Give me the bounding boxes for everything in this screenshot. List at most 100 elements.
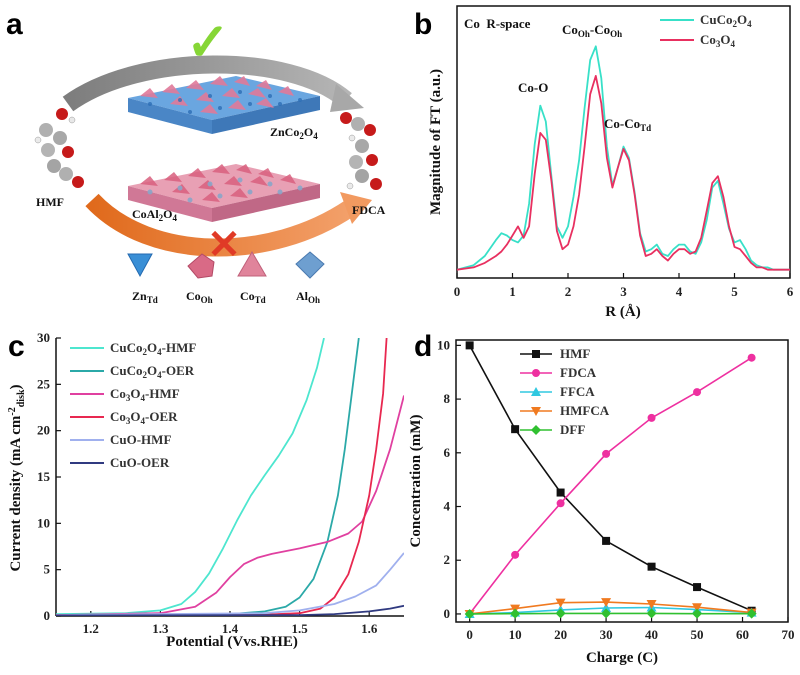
y-tick-label-d: 2 [444,552,451,567]
y-tick-label-d: 10 [437,337,450,352]
x-tick-label-c: 1.4 [222,621,239,636]
point-fdca [747,353,756,362]
plot-frame-b [456,5,791,279]
legend-c-co3o4-hmf: Co3O4-HMF [110,386,180,403]
point-hmfca [601,598,612,608]
point-hmf [693,583,702,592]
legend-d-marker-hmf [532,350,540,358]
panel-label-c: c [8,330,25,363]
crystal-bottom [128,164,320,222]
point-hmf [647,562,656,571]
chart-b-title: Co R-space [464,16,531,31]
point-hmf [602,536,611,545]
series-cuco2o4-hmf [56,338,325,615]
zn-td-icon [127,253,153,278]
legend-d-fdca: FDCA [560,365,597,380]
legend-b-co3o4: Co3O4 [700,32,736,49]
annotation-cooh-cooh: CoOh-CoOh [562,22,622,39]
panel-c: c 1.2 1.3 1.4 1.5 1.6 0 5 10 15 20 25 30 Potential … [7,330,404,650]
top-arrow-head [330,84,364,112]
annotation-co-cotd: Co-CoTd [604,116,651,133]
y-tick-label-d: 4 [444,499,451,514]
top-crystal-label: ZnCo2O4 [270,125,318,141]
top-arrow [62,55,352,112]
y-tick-label-c: 25 [37,376,51,391]
x-tick-label-b: 6 [787,284,794,299]
legend-d-marker-ffca [531,387,541,396]
product-label: FDCA [352,203,386,217]
polyhedra-legend: ZnTd CoOh CoTd AlOh [127,251,325,305]
legend-zn-td: ZnTd [132,289,158,305]
x-tick-label-c: 1.2 [83,621,99,636]
series-cuco2o4 [457,45,790,271]
legend-c-cuo-oer: CuO-OER [110,455,170,470]
series-cuo-hmf [56,552,404,616]
point-fdca [556,499,565,508]
y-axis-label-b: Magnitude of FT (a.u.) [428,69,444,215]
panel-label-a: a [6,8,23,41]
x-tick-label-c: 1.3 [152,621,169,636]
series-cuco2o4-oer [56,338,360,616]
legend-c-cuco2o4-hmf: CuCo2O4-HMF [110,340,196,357]
x-tick-label-b: 5 [731,284,738,299]
fdca-molecule [340,112,382,190]
legend-b-cuco2o4: CuCo2O4 [700,12,752,29]
x-tick-label-b: 3 [620,284,627,299]
x-tick-label-d: 70 [782,627,795,642]
legend-d-hmf: HMF [560,346,590,361]
x-tick-label-d: 50 [691,627,704,642]
annotation-co-o: Co-O [518,80,548,95]
point-dff [692,608,703,619]
bottom-crystal-label: CoAl2O4 [132,207,178,223]
axis-ticks-c: 1.2 1.3 1.4 1.5 1.6 0 5 10 15 20 25 30 [37,330,378,636]
legend-c-cuo-hmf: CuO-HMF [110,432,171,447]
point-hmf [465,341,474,350]
bottom-arrow-head [340,192,372,224]
series-lines-c [56,338,404,616]
x-tick-label-d: 20 [554,627,567,642]
panel-label-d: d [414,330,432,363]
series-co3o4-hmf [56,395,404,616]
crystal-top [128,76,320,134]
x-ticks-b: 0 1 2 3 4 5 6 [454,273,794,299]
y-tick-label-d: 0 [444,606,451,621]
legend-d-dff: DFF [560,422,585,437]
legend-al-oh: AlOh [296,289,320,305]
x-tick-label-d: 10 [509,627,522,642]
x-axis-label-d: Charge (C) [586,650,658,666]
point-fdca [693,388,702,397]
point-hmfca [555,598,566,608]
legend-d-marker-hmfca [531,407,541,416]
axis-ticks-d: 0 10 20 30 40 50 60 70 0 2 4 6 8 10 [437,337,795,642]
point-dff [510,608,521,619]
point-ffca [601,603,612,613]
point-dff [746,608,757,619]
panel-b: b Co R-space 0 1 2 3 4 5 6 R (Å) Magnitude of … [414,5,794,320]
series-co3o4 [457,75,790,271]
x-tick-label-d: 0 [466,627,473,642]
legend-c: CuCo2O4-HMF CuCo2O4-OER Co3O4-HMF Co3O4-… [70,340,196,470]
legend-c-cuco2o4-oer: CuCo2O4-OER [110,363,195,380]
series-co3o4-oer [56,338,388,616]
al-oh-icon [295,251,325,279]
bottom-arrow [85,193,356,257]
x-tick-label-d: 60 [736,627,749,642]
check-icon: ✓ [186,15,230,72]
panel-d: d 0 10 20 30 40 50 60 70 0 2 4 6 8 10 Charge (C) Conc… [408,330,795,666]
y-tick-label-c: 10 [37,515,50,530]
x-axis-label-b: R (Å) [605,304,640,320]
x-tick-label-b: 2 [565,284,572,299]
legend-c-co3o4-oer: Co3O4-OER [110,409,178,426]
point-hmf [556,488,565,497]
legend-d-ffca: FFCA [560,384,595,399]
point-hmf [511,425,520,434]
legend-b: CuCo2O4 Co3O4 [660,12,752,49]
series-lines-d [464,341,757,619]
point-dff [646,608,657,619]
y-tick-label-d: 6 [444,445,451,460]
legend-d-hmfca: HMFCA [560,403,610,418]
x-tick-label-d: 40 [645,627,658,642]
point-dff [601,608,612,619]
cross-icon: ✕ [207,222,241,267]
